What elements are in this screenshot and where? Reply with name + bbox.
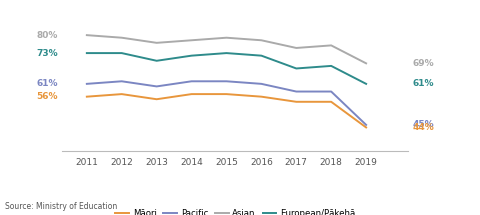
Pacific <box>119 80 125 83</box>
Legend: Māori, Pacific, Asian, European/Pākehā: Māori, Pacific, Asian, European/Pākehā <box>112 206 359 215</box>
European/Pākehā <box>259 54 264 57</box>
Asian <box>224 36 229 39</box>
Pacific <box>293 90 299 93</box>
Text: 80%: 80% <box>36 31 58 40</box>
Text: 56%: 56% <box>36 92 58 101</box>
Text: Source: Ministry of Education: Source: Ministry of Education <box>5 202 117 211</box>
Asian <box>119 36 125 39</box>
Asian <box>84 34 90 36</box>
Pacific <box>154 85 159 88</box>
European/Pākehā <box>328 65 334 67</box>
Māori <box>119 93 125 95</box>
Asian <box>328 44 334 47</box>
Māori <box>224 93 229 95</box>
European/Pākehā <box>119 52 125 54</box>
European/Pākehā <box>363 83 369 85</box>
Text: 61%: 61% <box>36 79 58 88</box>
European/Pākehā <box>189 54 194 57</box>
Pacific <box>328 90 334 93</box>
European/Pākehā <box>224 52 229 54</box>
Text: 61%: 61% <box>413 79 434 88</box>
Pacific <box>224 80 229 83</box>
Text: 69%: 69% <box>413 59 434 68</box>
Māori <box>259 95 264 98</box>
Line: Asian: Asian <box>87 35 366 63</box>
Asian <box>363 62 369 65</box>
Text: 44%: 44% <box>413 123 434 132</box>
Asian <box>154 41 159 44</box>
European/Pākehā <box>154 60 159 62</box>
Māori <box>154 98 159 101</box>
Text: 45%: 45% <box>413 120 434 129</box>
Pacific <box>363 124 369 126</box>
Line: European/Pākehā: European/Pākehā <box>87 53 366 84</box>
Pacific <box>189 80 194 83</box>
Pacific <box>84 83 90 85</box>
Māori <box>328 100 334 103</box>
Text: 73%: 73% <box>36 49 58 58</box>
Asian <box>259 39 264 41</box>
Pacific <box>259 83 264 85</box>
Asian <box>189 39 194 41</box>
Line: Māori: Māori <box>87 94 366 127</box>
Asian <box>293 47 299 49</box>
Māori <box>84 95 90 98</box>
European/Pākehā <box>293 67 299 70</box>
Māori <box>189 93 194 95</box>
Māori <box>293 100 299 103</box>
European/Pākehā <box>84 52 90 54</box>
Line: Pacific: Pacific <box>87 81 366 125</box>
Māori <box>363 126 369 129</box>
